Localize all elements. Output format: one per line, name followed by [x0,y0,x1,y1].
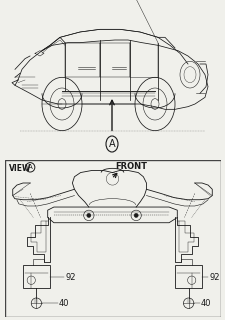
Bar [23,265,50,288]
Circle shape [87,213,91,218]
Text: 92: 92 [209,273,220,282]
Text: 40: 40 [59,299,70,308]
Text: FRONT: FRONT [116,162,148,171]
Text: VIEW: VIEW [9,164,31,173]
Text: 92: 92 [65,273,76,282]
Bar [175,265,202,288]
Text: A: A [109,139,115,149]
Circle shape [134,213,138,218]
Text: A: A [28,164,33,170]
Text: 40: 40 [201,299,212,308]
